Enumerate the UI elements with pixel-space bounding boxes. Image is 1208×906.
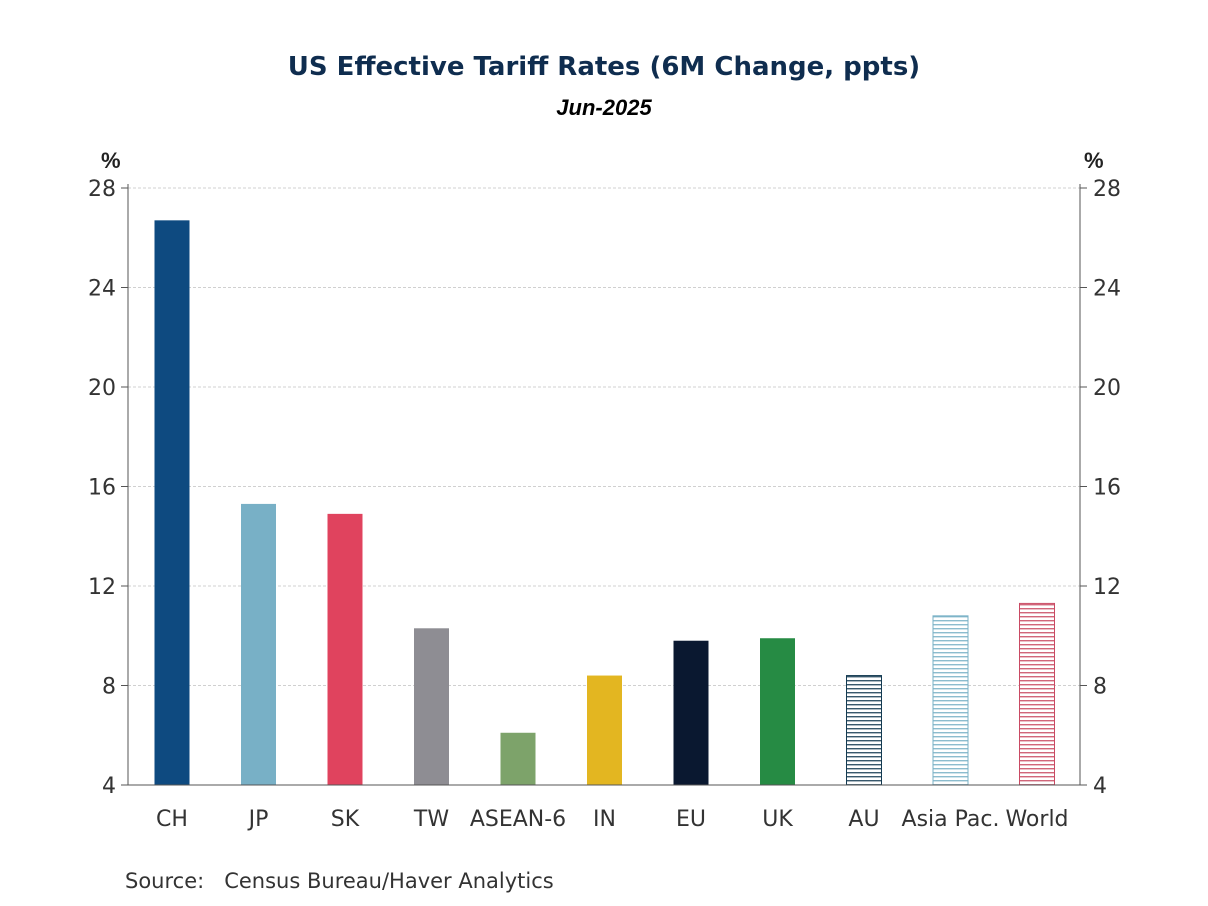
bar-au [846, 675, 882, 786]
category-label: ASEAN-6 [470, 807, 566, 832]
bars [154, 220, 1055, 786]
category-label: TW [413, 807, 449, 832]
left-tick-label: 12 [88, 575, 116, 600]
bar-uk [760, 638, 795, 785]
category-label: JP [247, 807, 269, 832]
axes [121, 184, 1087, 786]
category-label: AU [848, 807, 879, 832]
right-tick-label: 8 [1093, 675, 1107, 700]
left-tick-label: 4 [102, 774, 116, 799]
bar-sk [327, 513, 363, 785]
bar-asean-6 [500, 732, 536, 785]
bar-tw [414, 628, 449, 785]
bar-jp [241, 503, 276, 785]
bar-ch [154, 220, 190, 785]
left-tick-label: 16 [88, 476, 116, 501]
bar-asia-pac [932, 615, 969, 786]
right-tick-label: 24 [1093, 277, 1121, 302]
category-label: CH [156, 807, 188, 832]
left-tick-label: 24 [88, 277, 116, 302]
bar-eu [673, 640, 709, 785]
bar-in [587, 675, 622, 785]
category-label: Asia Pac. [902, 807, 1000, 832]
category-label: World [1005, 807, 1068, 832]
category-label: UK [762, 807, 793, 832]
right-tick-label: 28 [1093, 177, 1121, 202]
left-tick-label: 28 [88, 177, 116, 202]
right-tick-label: 4 [1093, 774, 1107, 799]
left-tick-label: 20 [88, 376, 116, 401]
right-axis-unit: % [1084, 148, 1104, 173]
source-note: Source: Census Bureau/Haver Analytics [125, 869, 554, 893]
category-label: IN [593, 807, 616, 832]
chart-subtitle: Jun-2025 [556, 95, 652, 120]
right-tick-label: 12 [1093, 575, 1121, 600]
chart-title: US Effective Tariff Rates (6M Change, pp… [287, 52, 921, 82]
left-tick-label: 8 [102, 675, 116, 700]
category-label: SK [331, 807, 360, 832]
category-label: EU [676, 807, 706, 832]
bar-world [1019, 602, 1055, 786]
right-tick-label: 16 [1093, 476, 1121, 501]
right-tick-label: 20 [1093, 376, 1121, 401]
left-axis-unit: % [101, 148, 121, 173]
labels: 4 4 8 8 12 12 16 16 20 20 24 24 28 28 CH JP SK TW ASEAN-6 I… [88, 177, 1121, 832]
